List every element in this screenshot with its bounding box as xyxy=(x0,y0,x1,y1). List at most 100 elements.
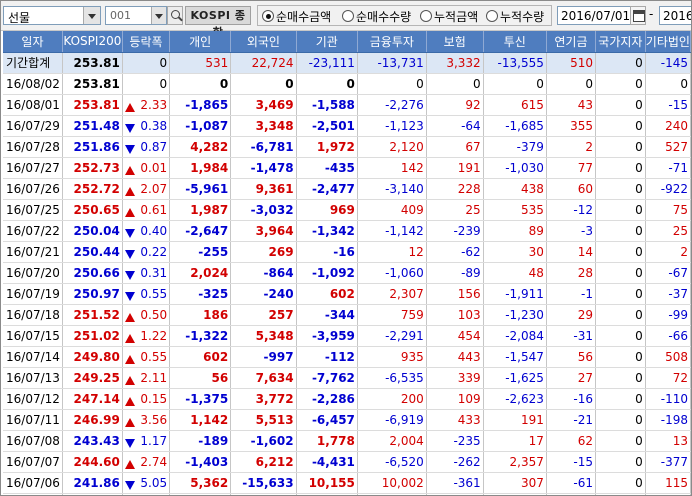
cell-trust: 17 xyxy=(483,430,547,452)
cell-insurance: 103 xyxy=(426,304,484,326)
col-header-institution[interactable]: 기관 xyxy=(296,31,358,53)
cell-kospi: 250.44 xyxy=(62,241,123,263)
col-header-insurance[interactable]: 보험 xyxy=(426,31,484,53)
col-header-national[interactable]: 국가지자 xyxy=(595,31,646,53)
cell-pension: -1 xyxy=(546,283,597,305)
triangle-down-icon xyxy=(124,438,135,448)
col-header-change[interactable]: 등락폭 xyxy=(122,31,171,53)
table-row[interactable]: 16/07/06 241.86 5.05 5,362 -15,633 10,155 10,0… xyxy=(3,472,691,494)
cell-pension: 2 xyxy=(546,136,597,158)
table-row[interactable]: 16/07/27 252.73 0.01 1,984 -1,478 -435 142 191-… xyxy=(3,157,691,179)
cell-date: 16/07/06 xyxy=(3,472,63,494)
table-row[interactable]: 16/07/21 250.44 0.22 -255 269 -16 12 -62 30 14 0 2 xyxy=(3,241,691,263)
col-header-individual[interactable]: 개인 xyxy=(169,31,232,53)
cell-trust: 30 xyxy=(483,241,547,263)
col-header-kospi200[interactable]: KOSPI200 xyxy=(62,31,123,53)
cell-other-corp: -66 xyxy=(645,325,691,347)
radio-circle-icon xyxy=(486,10,498,22)
search-button[interactable] xyxy=(167,6,183,25)
table-row[interactable]: 16/07/07 244.60 2.74 -1,403 6,212 -4,431 -6,52… xyxy=(3,451,691,473)
cell-kospi: 249.25 xyxy=(62,367,123,389)
table-row[interactable]: 16/07/22 250.04 0.40 -2,647 3,964 -1,342 -1,14… xyxy=(3,220,691,242)
cell-pension: 14 xyxy=(546,241,597,263)
triangle-up-icon xyxy=(124,459,135,469)
cell-pension: 56 xyxy=(546,346,597,368)
col-header-pension[interactable]: 연기금 xyxy=(546,31,597,53)
table-row[interactable]: 16/07/12 247.14 0.15 -1,375 3,772 -2,286 200 10… xyxy=(3,388,691,410)
table-row[interactable]: 16/07/08 243.43 1.17 -189 -1,602 1,778 2,004 -2… xyxy=(3,430,691,452)
table-row[interactable]: 16/07/25 250.65 0.61 1,987 -3,032 969 409 25 535… xyxy=(3,199,691,221)
col-header-other-corp[interactable]: 기타법인 xyxy=(645,31,691,53)
cell-kospi: 241.86 xyxy=(62,472,123,494)
cell-change: 0.40 xyxy=(122,220,171,242)
cell-fin-invest: -1,142 xyxy=(357,220,427,242)
table-row[interactable]: 16/07/20 250.66 0.31 2,024 -864 -1,092 -1,060-… xyxy=(3,262,691,284)
table-row[interactable]: 16/07/11 246.99 3.56 1,142 5,513 -6,457 -6,919… xyxy=(3,409,691,431)
cell-national: 0 xyxy=(595,493,646,495)
table-row[interactable]: 16/07/18 251.52 0.50 186 257 -344 759 103 -1,230… xyxy=(3,304,691,326)
cell-institution: -435 xyxy=(296,157,358,179)
calendar-button[interactable] xyxy=(630,6,646,25)
date-to-input[interactable]: 2016/08/02 xyxy=(659,6,691,25)
cell-change: 2.07 xyxy=(122,178,171,200)
table-row[interactable]: 16/07/05246.910.71166-2521281,051456-1,3… xyxy=(3,493,691,495)
cell-fin-invest: 2,120 xyxy=(357,136,427,158)
cell-kospi: 246.91 xyxy=(62,493,123,495)
cell-trust: 438 xyxy=(483,178,547,200)
cell-change-value: 1.22 xyxy=(140,328,168,343)
table-row[interactable]: 16/07/14 249.80 0.55 602 -997 -112 935 443 -1,54… xyxy=(3,346,691,368)
cell-other-corp: 508 xyxy=(645,346,691,368)
date-from-value: 2016/07/01 xyxy=(561,9,631,23)
cell-trust: -1,547 xyxy=(483,346,547,368)
cell-trust: 191 xyxy=(483,409,547,431)
code-select[interactable]: 001 xyxy=(105,6,167,25)
cell-fin-invest: 1,051 xyxy=(357,493,427,495)
table-row[interactable]: 16/08/01 253.81 2.33 -1,865 3,469 -1,588 -2,27… xyxy=(3,94,691,116)
date-range-separator: - xyxy=(649,7,654,21)
cell-trust: -1,625 xyxy=(483,367,547,389)
cell-fin-invest: -1,060 xyxy=(357,262,427,284)
cell-fin-invest: 2,004 xyxy=(357,430,427,452)
table-row[interactable]: 16/07/19 250.97 0.55 -325 -240 602 2,307 156 -1,… xyxy=(3,283,691,305)
cell-individual: 1,984 xyxy=(169,157,232,179)
table-row[interactable]: 16/07/26 252.72 2.07 -5,961 9,361 -2,477 -3,14… xyxy=(3,178,691,200)
table-row[interactable]: 16/07/29 251.48 0.38 -1,087 3,348 -2,501 -1,12… xyxy=(3,115,691,137)
col-header-date[interactable]: 일자 xyxy=(3,31,63,53)
radio-circle-icon xyxy=(342,10,354,22)
cell-individual: 186 xyxy=(169,304,232,326)
cell-foreign: 5,513 xyxy=(230,409,297,431)
cell-institution: -3,959 xyxy=(296,325,358,347)
cell-date: 16/07/22 xyxy=(3,220,63,242)
cell-fin-invest: 0 xyxy=(357,73,427,95)
cell-change-value: 0.40 xyxy=(140,223,168,238)
cell-national: 0 xyxy=(595,451,646,473)
table-row[interactable]: 16/07/28 251.86 0.87 4,282 -6,781 1,972 2,120 6… xyxy=(3,136,691,158)
cell-insurance: 433 xyxy=(426,409,484,431)
col-header-trust[interactable]: 투신 xyxy=(483,31,547,53)
date-from-input[interactable]: 2016/07/01 xyxy=(557,6,631,25)
triangle-down-icon xyxy=(124,228,135,238)
cell-foreign: 3,772 xyxy=(230,388,297,410)
cell-change-value: 1.17 xyxy=(140,433,168,448)
cell-fin-invest: -6,520 xyxy=(357,451,427,473)
market-dropdown-button[interactable] xyxy=(83,7,100,24)
cell-pension: -61 xyxy=(546,472,597,494)
cell-change: 0.50 xyxy=(122,304,171,326)
code-dropdown-button[interactable] xyxy=(151,7,166,24)
table-row[interactable]: 16/07/13 249.25 2.11 56 7,634 -7,762 -6,535 339… xyxy=(3,367,691,389)
cell-individual: 602 xyxy=(169,346,232,368)
cell-date: 16/07/20 xyxy=(3,262,63,284)
cell-institution: 1,972 xyxy=(296,136,358,158)
table-row[interactable]: 16/07/15 251.02 1.22 -1,322 5,348 -3,959 -2,29… xyxy=(3,325,691,347)
cell-change-value: 0.50 xyxy=(140,307,168,322)
cell-foreign: 0 xyxy=(230,73,297,95)
table-row[interactable]: 16/08/02 253.81 0 0 0 0 0 0 0 0 0 0 xyxy=(3,73,691,95)
col-header-fin-invest[interactable]: 금융투자 xyxy=(357,31,427,53)
market-select[interactable]: 선물 xyxy=(3,6,101,25)
summary-row[interactable]: 기간합계 253.81 0 531 22,724 -23,111 -13,731… xyxy=(3,52,691,74)
cell-institution: 0 xyxy=(296,73,358,95)
cell-change-value: 0.01 xyxy=(140,160,168,175)
cell-kospi: 250.97 xyxy=(62,283,123,305)
col-header-foreign[interactable]: 외국인 xyxy=(230,31,297,53)
cell-date: 16/07/13 xyxy=(3,367,63,389)
